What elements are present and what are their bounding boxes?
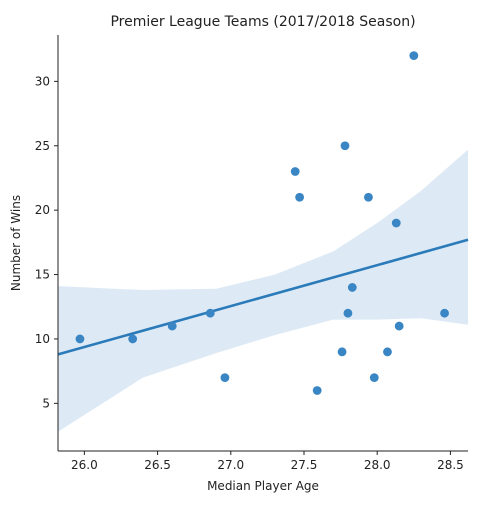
y-tick-label: 15 [35, 268, 50, 282]
data-point [167, 321, 177, 331]
x-tick-label: 27.5 [291, 458, 318, 472]
data-point [364, 192, 373, 202]
data-point [75, 334, 85, 344]
data-point [205, 308, 215, 318]
y-axis-label: Number of Wins [9, 195, 23, 291]
y-tick-label: 30 [35, 74, 50, 88]
x-tick-label: 26.5 [144, 458, 171, 472]
chart-title: Premier League Teams (2017/2018 Season) [110, 14, 415, 30]
y-ticks: 5 10 15 20 25 30 [35, 74, 58, 410]
data-point [409, 51, 419, 61]
x-tick-label: 27.0 [217, 458, 244, 472]
x-ticks: 26.0 26.5 27.0 27.5 28.0 28.5 [71, 451, 464, 472]
data-point [391, 218, 401, 228]
data-point [220, 373, 230, 382]
data-point [295, 192, 305, 202]
data-point [394, 321, 404, 331]
y-tick-label: 5 [42, 396, 50, 410]
x-axis-label: Median Player Age [207, 479, 319, 493]
data-point [347, 283, 357, 292]
data-point [290, 167, 300, 176]
data-point [128, 334, 138, 344]
x-tick-label: 26.0 [71, 458, 98, 472]
data-point [340, 141, 350, 151]
data-point [337, 347, 347, 357]
x-tick-label: 28.0 [364, 458, 391, 472]
regression-line [57, 238, 469, 356]
y-tick-label: 25 [35, 139, 50, 153]
data-point [369, 373, 379, 382]
data-points [75, 51, 449, 395]
data-point [440, 308, 449, 318]
confidence-band [58, 149, 468, 432]
y-tick-label: 10 [35, 332, 50, 346]
data-point [343, 308, 353, 318]
data-point [383, 347, 392, 357]
plot-area [57, 51, 469, 432]
y-tick-label: 20 [35, 203, 50, 217]
data-point [312, 386, 322, 395]
x-tick-label: 28.5 [437, 458, 464, 472]
